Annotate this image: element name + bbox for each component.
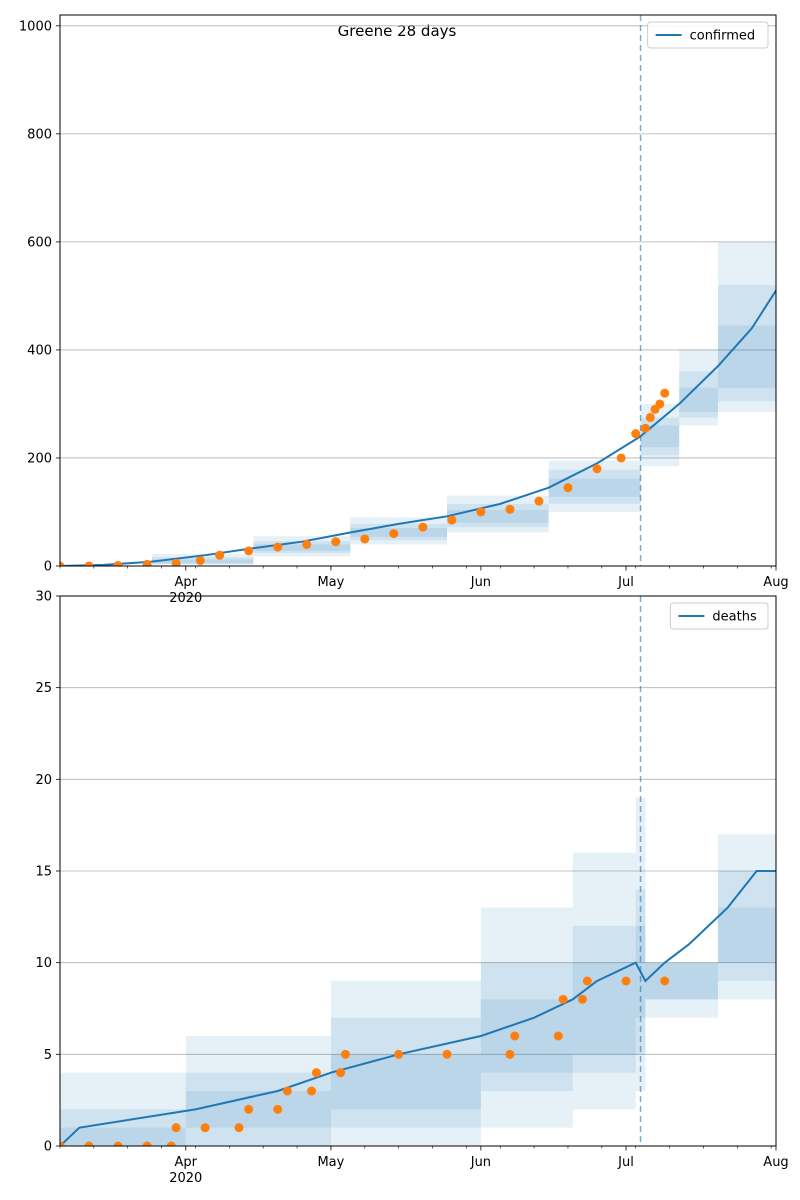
median-line bbox=[60, 870, 776, 1146]
x-tick-label: Jun bbox=[470, 1155, 491, 1170]
observed-point bbox=[307, 1086, 317, 1096]
uncertainty-band bbox=[60, 779, 776, 1146]
observed-point bbox=[655, 399, 665, 409]
axes-frame bbox=[59, 14, 777, 567]
uncertainty-band bbox=[60, 596, 776, 1146]
legend-box bbox=[647, 21, 769, 49]
plot-area bbox=[60, 596, 776, 1146]
x-tick-label: Aug bbox=[763, 575, 788, 590]
x-tick-label: Jun bbox=[470, 575, 491, 590]
observed-point bbox=[476, 507, 486, 517]
y-tick-label: 600 bbox=[27, 235, 52, 250]
observed-point bbox=[340, 1049, 350, 1059]
uncertainty-band bbox=[60, 90, 776, 566]
axes-frame bbox=[59, 595, 777, 1147]
observed-point bbox=[244, 1104, 254, 1114]
observed-point bbox=[394, 1049, 404, 1059]
observed-point bbox=[113, 1141, 123, 1146]
observed-point bbox=[558, 994, 568, 1004]
legend: confirmed bbox=[647, 21, 769, 49]
observed-point bbox=[631, 429, 641, 439]
x-tick-label: Jul bbox=[617, 1155, 634, 1170]
observed-point bbox=[563, 483, 573, 493]
x-tick-label: Jul bbox=[617, 575, 634, 590]
observed-point bbox=[113, 560, 123, 566]
x-tick-label: Aug bbox=[763, 1155, 788, 1170]
observed-point bbox=[645, 412, 655, 422]
observed-point bbox=[621, 976, 631, 986]
observed-point bbox=[640, 423, 650, 433]
x-tick-sublabel: 2020 bbox=[169, 1171, 202, 1186]
y-tick-label: 1000 bbox=[19, 19, 52, 34]
observed-point bbox=[166, 1141, 176, 1146]
y-tick-label: 400 bbox=[27, 343, 52, 358]
observed-point bbox=[553, 1031, 563, 1041]
plot-area bbox=[60, 15, 776, 566]
observed-point bbox=[84, 561, 94, 566]
observed-point bbox=[592, 464, 602, 474]
observed-point bbox=[84, 1141, 94, 1146]
observed-point bbox=[418, 522, 428, 532]
observed-point bbox=[660, 388, 670, 398]
observed-point bbox=[311, 1068, 321, 1078]
observed-point bbox=[234, 1123, 244, 1133]
observed-point bbox=[60, 561, 65, 566]
observed-point bbox=[389, 529, 399, 539]
chart-title: Greene 28 days bbox=[338, 22, 457, 40]
y-tick-label: 0 bbox=[44, 1140, 52, 1155]
observed-point bbox=[200, 1123, 210, 1133]
uncertainty-band bbox=[60, 15, 776, 566]
observed-point bbox=[336, 1068, 346, 1078]
observed-point bbox=[534, 496, 544, 506]
observed-point bbox=[142, 559, 152, 566]
y-tick-label: 20 bbox=[35, 773, 52, 788]
median-line bbox=[60, 289, 776, 566]
y-tick-label: 10 bbox=[35, 956, 52, 971]
y-tick-label: 800 bbox=[27, 127, 52, 142]
y-tick-label: 5 bbox=[44, 1048, 52, 1063]
y-tick-label: 30 bbox=[35, 590, 52, 605]
y-tick-label: 0 bbox=[44, 560, 52, 575]
x-tick-label: Apr bbox=[175, 575, 198, 590]
observed-point bbox=[60, 1141, 65, 1146]
observed-point bbox=[660, 976, 670, 986]
legend: deaths bbox=[669, 602, 769, 630]
observed-point bbox=[447, 515, 457, 525]
observed-point bbox=[273, 542, 283, 552]
x-tick-sublabel: 2020 bbox=[169, 591, 202, 606]
observed-point bbox=[273, 1104, 283, 1114]
observed-point bbox=[360, 534, 370, 544]
observed-point bbox=[171, 558, 181, 566]
legend-label: deaths bbox=[712, 610, 757, 625]
legend-label: confirmed bbox=[690, 29, 756, 44]
observed-point bbox=[282, 1086, 292, 1096]
observed-point bbox=[510, 1031, 520, 1041]
x-tick-label: May bbox=[317, 575, 344, 590]
y-tick-label: 15 bbox=[35, 865, 52, 880]
legend-box bbox=[669, 602, 769, 630]
y-tick-label: 200 bbox=[27, 451, 52, 466]
uncertainty-band bbox=[60, 204, 776, 566]
observed-point bbox=[142, 1141, 152, 1146]
observed-point bbox=[302, 539, 312, 549]
observed-point bbox=[244, 546, 254, 556]
y-tick-label: 25 bbox=[35, 681, 52, 696]
observed-point bbox=[505, 504, 515, 514]
x-tick-label: Apr bbox=[175, 1155, 198, 1170]
observed-point bbox=[215, 550, 225, 560]
observed-point bbox=[442, 1049, 452, 1059]
observed-point bbox=[505, 1049, 515, 1059]
uncertainty-band bbox=[60, 687, 776, 1146]
observed-point bbox=[171, 1123, 181, 1133]
observed-point bbox=[577, 994, 587, 1004]
observed-point bbox=[616, 453, 626, 463]
x-tick-label: May bbox=[317, 1155, 344, 1170]
observed-point bbox=[331, 537, 341, 547]
observed-point bbox=[582, 976, 592, 986]
observed-point bbox=[195, 556, 205, 566]
